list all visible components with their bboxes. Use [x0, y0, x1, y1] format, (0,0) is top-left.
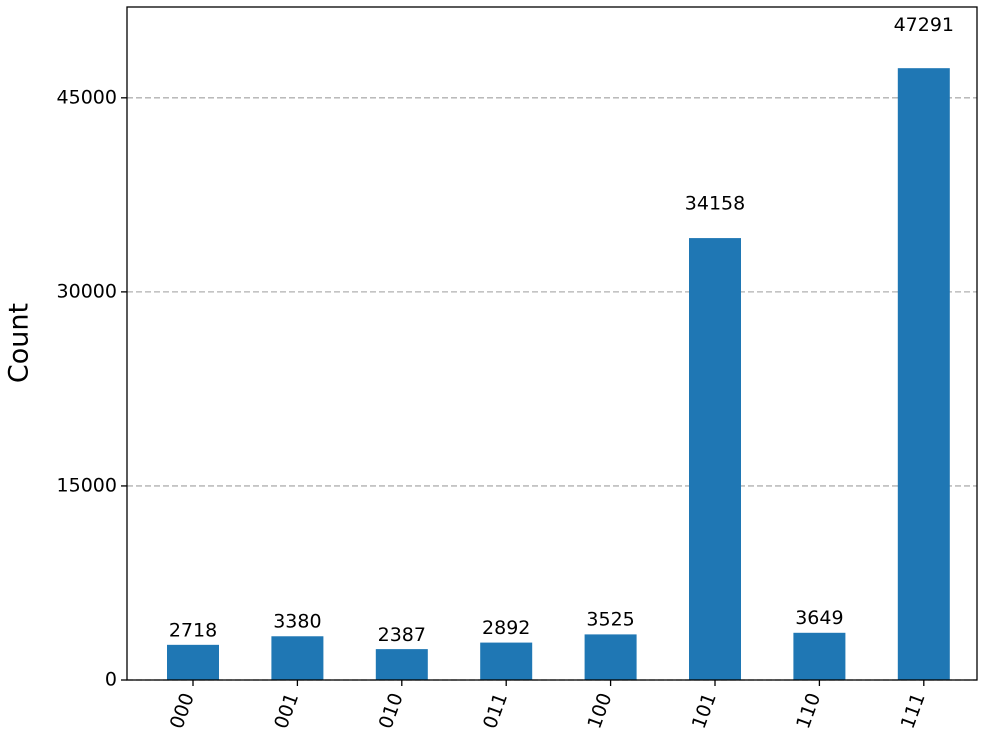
- value-label: 2718: [169, 620, 217, 642]
- value-label: 3649: [795, 607, 843, 629]
- bar: [584, 634, 637, 680]
- bar: [897, 68, 950, 680]
- value-label: 3525: [586, 609, 634, 631]
- y-tick-label: 30000: [57, 280, 117, 302]
- plot-frame: [126, 6, 978, 681]
- value-label: 3380: [273, 611, 321, 633]
- bar: [689, 238, 741, 681]
- bar: [375, 649, 428, 680]
- value-label: 2892: [482, 617, 530, 639]
- bar: [793, 632, 846, 680]
- bar: [167, 644, 219, 680]
- value-label: 34158: [685, 192, 745, 214]
- y-tick-label: 45000: [57, 86, 117, 108]
- value-label: 47291: [894, 14, 954, 36]
- y-tick-label: 0: [105, 669, 117, 691]
- bar: [480, 642, 533, 680]
- bar: [271, 636, 324, 680]
- y-tick-label: 15000: [57, 474, 117, 496]
- y-axis-label: Count: [4, 303, 35, 383]
- value-label: 2387: [378, 624, 426, 646]
